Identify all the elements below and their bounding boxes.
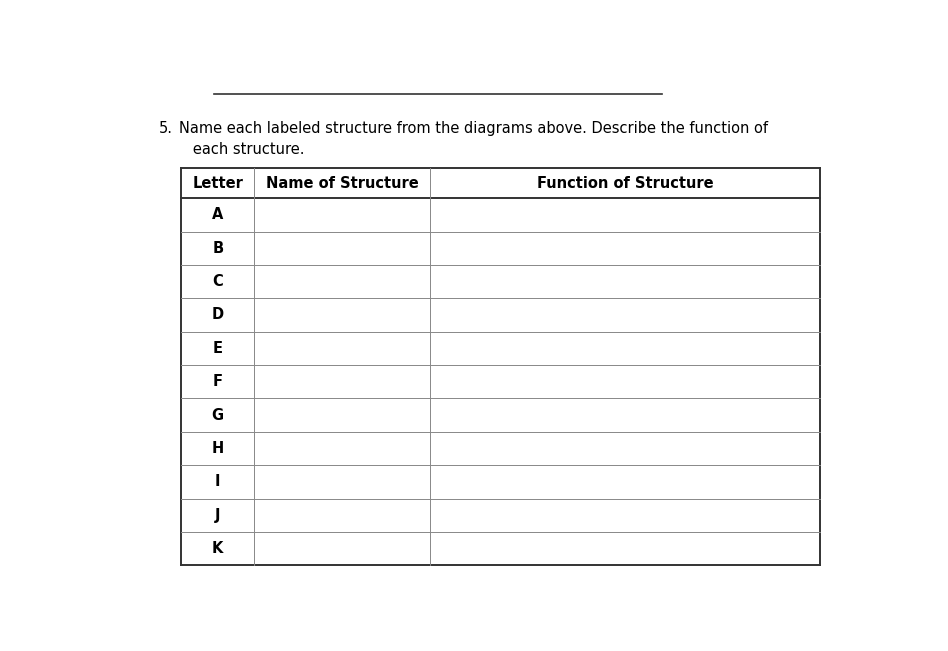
Text: I: I [215, 475, 221, 490]
Text: K: K [212, 541, 224, 556]
Text: 5.: 5. [159, 120, 173, 135]
Text: G: G [211, 408, 224, 422]
Text: Name each labeled structure from the diagrams above. Describe the function of
  : Name each labeled structure from the dia… [179, 120, 769, 157]
Text: B: B [212, 241, 224, 256]
Text: H: H [211, 441, 224, 456]
Text: J: J [215, 508, 221, 523]
Text: Name of Structure: Name of Structure [266, 176, 419, 191]
Text: Letter: Letter [192, 176, 243, 191]
Text: A: A [212, 207, 224, 222]
Text: Function of Structure: Function of Structure [537, 176, 714, 191]
Text: D: D [211, 307, 224, 322]
Text: C: C [212, 274, 223, 289]
Text: F: F [212, 374, 223, 389]
Text: E: E [212, 341, 223, 356]
